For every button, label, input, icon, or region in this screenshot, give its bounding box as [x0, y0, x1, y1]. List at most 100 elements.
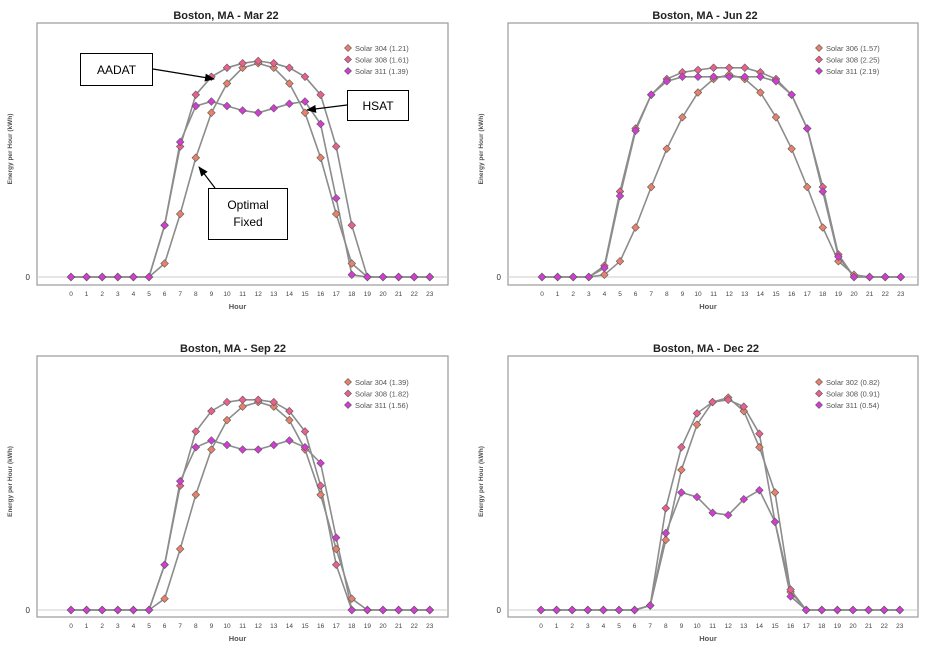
x-tick-label: 2 — [571, 291, 575, 298]
data-point — [378, 605, 388, 615]
data-point — [191, 490, 201, 499]
x-tick-label: 1 — [555, 623, 559, 630]
x-tick-label: 1 — [85, 623, 89, 630]
data-point — [269, 440, 279, 450]
y-tick-label: 0 — [497, 273, 502, 282]
legend-label: Solar 304 (1.39) — [355, 378, 409, 387]
annotation-optimal-fixed: Optimal Fixed — [208, 188, 288, 240]
x-tick-label: 5 — [618, 291, 622, 298]
y-tick-label: 0 — [26, 606, 31, 615]
data-point — [144, 605, 154, 615]
data-point — [207, 436, 216, 445]
legend-marker — [344, 389, 352, 398]
data-point — [113, 605, 123, 615]
data-point — [425, 605, 435, 615]
x-tick-label: 8 — [194, 291, 198, 298]
x-tick-label: 7 — [178, 623, 182, 630]
y-axis-label: Energy per Hour (kWh) — [478, 446, 485, 517]
data-point — [238, 63, 247, 72]
x-axis-label: Hour — [229, 634, 247, 643]
x-tick-label: 19 — [364, 623, 372, 630]
x-tick-label: 14 — [286, 623, 294, 630]
data-point — [300, 72, 310, 81]
x-tick-label: 12 — [255, 623, 263, 630]
x-tick-label: 9 — [210, 623, 214, 630]
legend-label: Solar 302 (0.82) — [826, 378, 880, 387]
legend-label: Solar 311 (0.54) — [826, 401, 880, 410]
data-point — [802, 182, 812, 192]
y-tick-label: 0 — [497, 606, 502, 615]
data-point — [316, 153, 325, 162]
legend: Solar 304 (1.39) Solar 308 (1.82) Solar 31… — [344, 378, 409, 410]
data-point — [786, 592, 795, 601]
x-tick-label: 21 — [865, 623, 873, 630]
x-tick-label: 8 — [194, 623, 198, 630]
x-tick-label: 11 — [239, 623, 246, 630]
data-point — [848, 605, 858, 615]
data-point — [755, 443, 764, 452]
legend-marker — [815, 401, 823, 409]
x-tick-label: 9 — [210, 291, 214, 298]
data-point — [537, 272, 547, 282]
chart-title: Boston, MA - Sep 22 — [180, 343, 286, 355]
data-point — [615, 191, 625, 201]
data-point — [756, 72, 765, 81]
x-tick-label: 23 — [896, 623, 904, 630]
x-tick-label: 1 — [556, 291, 560, 298]
data-point — [771, 77, 781, 86]
data-point — [583, 605, 593, 615]
data-point — [316, 481, 325, 490]
data-point — [801, 605, 811, 615]
data-point — [347, 270, 357, 279]
data-point — [347, 221, 357, 230]
data-point — [269, 59, 279, 68]
data-point — [631, 126, 640, 135]
data-point — [723, 510, 733, 520]
chart-panel: Boston, MA - Dec 22 0 Energy per Hour (kWh… — [478, 343, 919, 643]
data-point — [755, 485, 764, 495]
legend: Solar 306 (1.57) Solar 308 (2.25) Solar 31… — [815, 44, 880, 76]
data-point — [723, 395, 733, 405]
data-point — [787, 144, 796, 153]
data-point — [568, 272, 578, 282]
data-point — [895, 605, 905, 615]
data-point — [66, 605, 76, 615]
x-tick-label: 6 — [633, 623, 637, 630]
x-tick-label: 13 — [270, 291, 278, 298]
x-tick-label: 19 — [835, 291, 843, 298]
data-point — [222, 397, 232, 407]
data-point — [191, 101, 201, 111]
legend-label: Solar 311 (1.56) — [355, 401, 409, 410]
x-tick-label: 5 — [147, 291, 151, 298]
x-tick-label: 6 — [634, 291, 638, 298]
data-point — [82, 272, 91, 282]
x-tick-label: 6 — [163, 623, 167, 630]
annotation-aadat: AADAT — [80, 53, 153, 86]
data-point — [175, 544, 185, 554]
data-point — [739, 406, 749, 416]
data-point — [692, 409, 702, 418]
data-point — [316, 90, 325, 99]
arrow-optimal-fixed — [198, 166, 216, 189]
data-point — [834, 252, 843, 261]
legend-marker — [815, 55, 823, 64]
data-point — [238, 402, 247, 411]
data-point — [253, 395, 263, 405]
data-point — [896, 272, 906, 282]
x-tick-label: 3 — [116, 623, 120, 630]
chart-title: Boston, MA - Jun 22 — [652, 10, 757, 22]
data-point — [300, 97, 310, 106]
data-point — [536, 605, 546, 615]
data-point — [677, 465, 686, 475]
data-point — [599, 605, 608, 615]
data-point — [409, 272, 419, 282]
legend-label: Solar 311 (2.19) — [826, 67, 880, 76]
x-tick-label: 14 — [757, 291, 765, 298]
data-point — [709, 72, 718, 81]
x-tick-label: 10 — [694, 291, 702, 298]
data-point — [207, 445, 216, 454]
annotation-hsat: HSAT — [347, 90, 409, 121]
legend-marker — [344, 378, 352, 386]
data-point — [269, 402, 279, 411]
